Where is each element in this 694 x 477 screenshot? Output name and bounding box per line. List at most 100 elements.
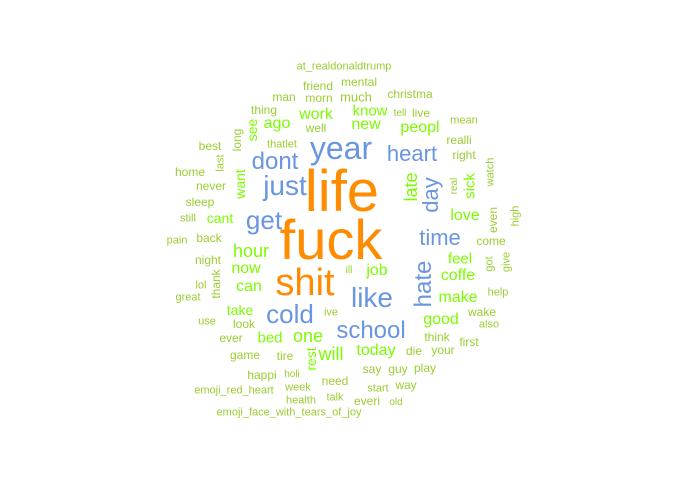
word-mental: mental [340, 75, 378, 89]
word-right: right [452, 148, 476, 162]
word-like: like [350, 282, 394, 313]
word-hour: hour [232, 241, 270, 261]
word-way: way [395, 378, 417, 392]
word-got: got [483, 256, 496, 272]
word-best: best [198, 139, 222, 153]
word-die: die [405, 344, 423, 358]
word-get: get [245, 205, 283, 235]
word-love: love [450, 207, 480, 224]
word-holi: holi [284, 369, 300, 380]
word-still: still [180, 212, 196, 225]
word-now: now [231, 260, 261, 277]
word-guy: guy [388, 362, 408, 376]
word-play: play [413, 361, 437, 375]
word-man: man [272, 90, 296, 104]
word-ever: ever [219, 331, 243, 345]
word-peopl: peopl [400, 119, 440, 136]
word-at-realdonaldtrump: at_realdonaldtrump [296, 60, 392, 73]
word-night: night [194, 253, 222, 267]
word-last: last [214, 154, 227, 172]
word-coffe: coffe [440, 267, 476, 284]
word-tell: tell [393, 108, 407, 119]
word-pain: pain [166, 234, 188, 247]
word-year: year [309, 130, 373, 166]
word-shit: shit [275, 262, 335, 304]
word-will: will [318, 344, 344, 364]
word-know: know [352, 102, 388, 120]
word-also: also [478, 318, 500, 331]
word-think: think [424, 330, 450, 344]
word-cant: cant [206, 210, 234, 226]
word-ill: ill [345, 265, 353, 276]
word-lol: lol [195, 279, 207, 292]
word-well: well [305, 121, 327, 135]
word-watch: watch [484, 157, 497, 187]
word-morn: morn [305, 91, 333, 105]
word-cold: cold [266, 299, 314, 329]
word-old: old [389, 397, 403, 408]
word-everi: everi [353, 394, 381, 408]
word-late: late [401, 172, 421, 202]
word-need: need [321, 374, 349, 388]
word-mean: mean [450, 114, 478, 127]
word-see: see [244, 118, 260, 142]
word-real: real [449, 177, 460, 195]
word-fuck: fuck [279, 208, 383, 271]
word-start: start [367, 382, 389, 395]
word-thing: thing [250, 103, 278, 117]
word-want: want [232, 169, 248, 199]
word-help: help [487, 286, 509, 299]
word-feel: feel [447, 250, 473, 268]
word-emoji-red-heart: emoji_red_heart [194, 384, 274, 397]
word-sick: sick [461, 173, 479, 199]
word-dont: dont [251, 148, 299, 175]
word-rest: rest [303, 347, 319, 371]
word-even: even [486, 206, 500, 234]
word-school: school [336, 317, 406, 344]
word-make: make [438, 289, 478, 306]
word-live: live [411, 106, 431, 120]
word-talk: talk [326, 391, 344, 404]
word-christma: christma [387, 87, 433, 101]
word-your: your [431, 343, 455, 357]
word-game: game [229, 348, 261, 362]
word-one: one [292, 326, 324, 346]
word-never: never [195, 179, 227, 193]
word-give: give [500, 251, 513, 273]
word-good: good [423, 311, 459, 328]
word-happi: happi [247, 368, 277, 382]
word-life: life [304, 159, 380, 224]
word-today: today [356, 342, 396, 359]
word-heart: heart [386, 141, 438, 166]
word-week: week [285, 381, 311, 394]
word-home: home [174, 165, 206, 179]
word-sleep: sleep [185, 195, 215, 209]
word-tire: tire [276, 349, 294, 363]
word-wake: wake [467, 305, 497, 319]
word-can: can [236, 278, 262, 295]
word-high: high [509, 205, 522, 227]
word-health: health [286, 394, 316, 407]
word-first: first [459, 335, 479, 349]
word-job: job [366, 262, 388, 279]
word-say: say [362, 362, 382, 376]
word-long: long [230, 128, 244, 152]
word-take: take [226, 302, 254, 318]
word-back: back [196, 231, 222, 245]
word-ago: ago [263, 115, 291, 132]
word-much: much [340, 89, 372, 105]
word-thank: thank [209, 269, 223, 299]
word-come: come [476, 234, 506, 248]
word-realli: realli [446, 133, 472, 147]
word-time: time [419, 225, 461, 250]
word-great: great [175, 291, 201, 304]
word-just: just [263, 170, 307, 201]
word-look: look [232, 317, 256, 331]
word-ive: ive [323, 306, 339, 319]
word-bed: bed [257, 329, 283, 347]
word-work: work [299, 106, 333, 123]
word-day: day [418, 177, 443, 213]
word-friend: friend [302, 79, 334, 93]
word-hate: hate [410, 260, 437, 308]
